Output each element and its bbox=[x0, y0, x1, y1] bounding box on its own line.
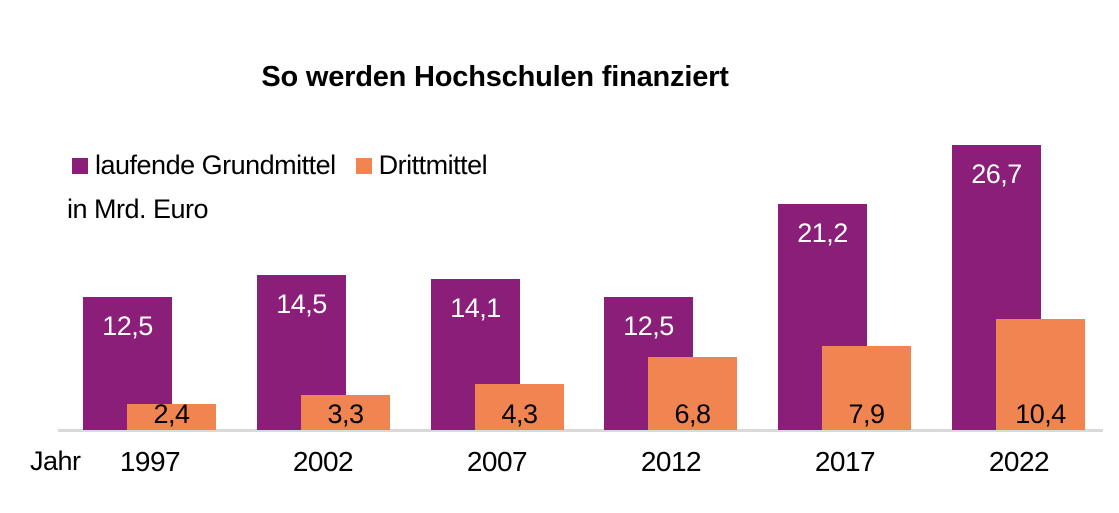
drittmittel-bar: 4,3 bbox=[475, 384, 564, 430]
legend-label-grundmittel: laufende Grundmittel bbox=[95, 150, 336, 180]
grundmittel-value-label: 14,5 bbox=[276, 289, 327, 319]
drittmittel-bar: 3,3 bbox=[301, 395, 390, 430]
legend: laufende Grundmittel Drittmittel bbox=[72, 150, 488, 181]
drittmittel-value-label: 2,4 bbox=[153, 399, 190, 429]
legend-label-drittmittel: Drittmittel bbox=[378, 150, 488, 180]
drittmittel-value-label: 4,3 bbox=[501, 399, 538, 429]
chart-title: So werden Hochschulen finanziert bbox=[261, 61, 729, 93]
drittmittel-bar: 7,9 bbox=[822, 346, 911, 430]
drittmittel-value-label: 7,9 bbox=[848, 399, 885, 429]
grundmittel-value-label: 26,7 bbox=[971, 159, 1022, 189]
legend-swatch-drittmittel-icon bbox=[355, 157, 372, 174]
x-axis-line bbox=[58, 429, 1103, 432]
drittmittel-value-label: 3,3 bbox=[327, 399, 364, 429]
legend-item-grundmittel: laufende Grundmittel bbox=[72, 150, 336, 181]
drittmittel-value-label: 6,8 bbox=[674, 399, 711, 429]
year-tick-label: 2017 bbox=[814, 446, 876, 477]
drittmittel-bar: 10,4 bbox=[996, 319, 1085, 430]
unit-label: in Mrd. Euro bbox=[67, 194, 209, 224]
year-tick-label: 2022 bbox=[988, 446, 1050, 477]
legend-item-drittmittel: Drittmittel bbox=[355, 150, 488, 181]
year-tick-label: 2012 bbox=[640, 446, 702, 477]
x-axis-title: Jahr bbox=[30, 446, 81, 476]
year-tick-label: 1997 bbox=[119, 446, 181, 477]
legend-swatch-grundmittel-icon bbox=[72, 157, 88, 174]
drittmittel-bar: 2,4 bbox=[127, 399, 216, 430]
grundmittel-value-label: 12,5 bbox=[623, 311, 674, 341]
grundmittel-value-label: 21,2 bbox=[797, 218, 848, 248]
drittmittel-bar: 6,8 bbox=[648, 357, 737, 430]
drittmittel-value-label: 10,4 bbox=[1015, 399, 1066, 429]
year-tick-label: 2007 bbox=[466, 446, 528, 477]
grundmittel-value-label: 14,1 bbox=[450, 293, 501, 323]
grundmittel-value-label: 12,5 bbox=[102, 311, 153, 341]
year-tick-label: 2002 bbox=[292, 446, 354, 477]
